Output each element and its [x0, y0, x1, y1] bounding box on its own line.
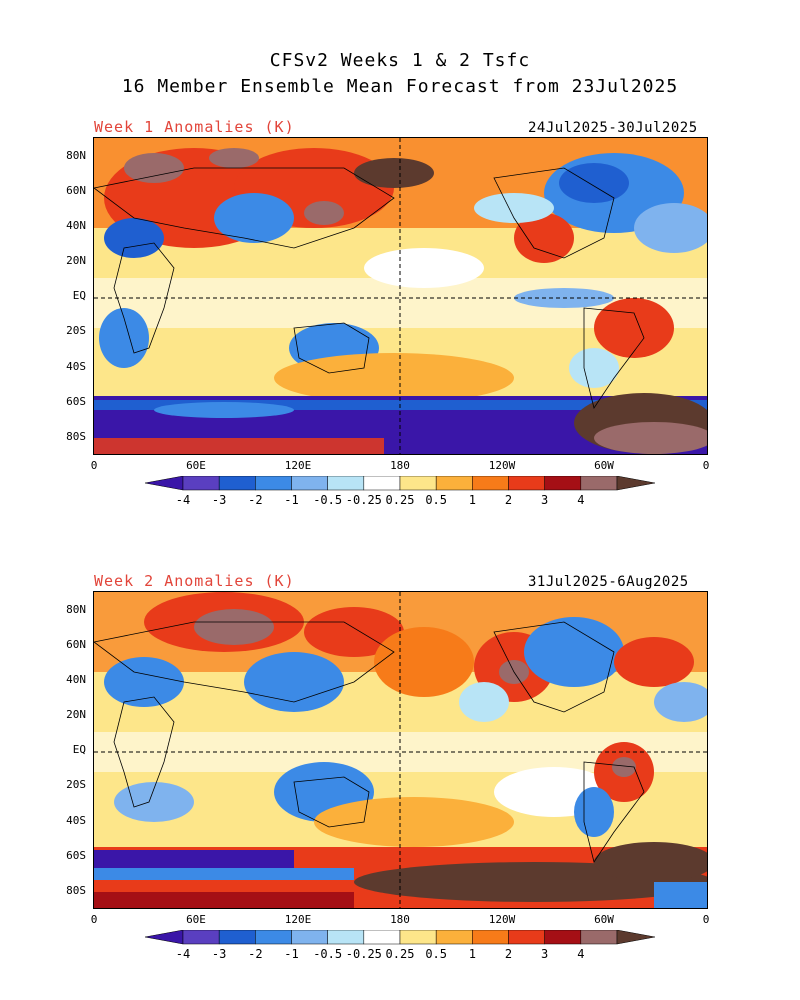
lon-label: 0: [90, 459, 98, 472]
lat-label: 60S: [66, 395, 86, 408]
colorbar-tick-label: -3: [211, 493, 227, 507]
lat-label: 60N: [66, 184, 86, 197]
lat-label: EQ: [72, 743, 86, 756]
lon-label: 0: [702, 913, 710, 926]
lon-label: 60W: [594, 913, 614, 926]
lon-label: 60W: [594, 459, 614, 472]
colorbar-tick-label: 0.25: [385, 493, 415, 507]
lon-label: 60E: [186, 459, 206, 472]
lon-label: 60E: [186, 913, 206, 926]
lat-label: 40N: [66, 673, 86, 686]
lat-label: 20S: [66, 778, 86, 791]
anomaly-map: [93, 591, 708, 909]
lat-label: 80S: [66, 884, 86, 897]
colorbar-swatch: [580, 929, 618, 945]
lat-label: 40S: [66, 360, 86, 373]
colorbar-swatch: [435, 929, 473, 945]
colorbar-swatch: [363, 929, 401, 945]
lon-label: 0: [702, 459, 710, 472]
colorbar-tick-label: 0.25: [385, 947, 415, 961]
colorbar-tick-label: -0.25: [345, 947, 382, 961]
lon-label: 120W: [488, 459, 516, 472]
colorbar-swatch: [544, 929, 582, 945]
panel-dates: 31Jul2025-6Aug2025: [528, 574, 689, 590]
colorbar-tick-label: -4: [175, 947, 191, 961]
anomaly-map: [93, 137, 708, 455]
colorbar-tick-label: -3: [211, 947, 227, 961]
colorbar-tick-label: -0.5: [313, 947, 343, 961]
lon-label: 120W: [488, 913, 516, 926]
colorbar-tick-label: 1: [468, 493, 476, 507]
colorbar-swatch: [399, 929, 437, 945]
colorbar-tick-label: 2: [504, 493, 513, 507]
colorbar-tick-label: -1: [284, 947, 299, 961]
lat-label: 80S: [66, 430, 86, 443]
colorbar-swatch: [255, 929, 292, 945]
panel-week-1: Week 1 Anomalies (K) 24Jul2025-30Jul2025: [0, 0, 800, 507]
colorbar-swatch: [616, 475, 656, 491]
colorbar-tick-label: 0.5: [425, 493, 447, 507]
colorbar-swatches: [144, 929, 656, 945]
lon-label: 180: [390, 913, 410, 926]
colorbar-tick-label: -1: [284, 493, 299, 507]
colorbar-swatch: [472, 929, 509, 945]
colorbar-tick-label: -2: [248, 493, 263, 507]
lat-label: EQ: [72, 289, 86, 302]
colorbar-tick-label: 4: [577, 947, 585, 961]
anomaly-map-svg: [94, 592, 707, 908]
lat-label: 40N: [66, 219, 86, 232]
colorbar-tick-label: 2: [504, 947, 513, 961]
panel-title: Week 1 Anomalies (K): [94, 118, 295, 136]
title-line-1: CFSv2 Weeks 1 & 2 Tsfc: [269, 50, 531, 71]
colorbar-swatch: [291, 929, 328, 945]
panel-dates: 24Jul2025-30Jul2025: [528, 120, 698, 136]
colorbar-tick-label: -2: [248, 947, 263, 961]
panel-week-2: Week 2 Anomalies (K) 31Jul2025-6Aug2025: [0, 454, 800, 961]
lat-label: 80N: [66, 149, 86, 162]
colorbar-swatch: [327, 929, 365, 945]
colorbar-swatch: [218, 929, 256, 945]
colorbar-swatch: [144, 929, 184, 945]
colorbar-tick-label: 3: [541, 947, 549, 961]
colorbar-tick-label: -0.25: [345, 493, 382, 507]
lon-label: 120E: [284, 459, 312, 472]
colorbar-tick-label: 1: [468, 947, 476, 961]
panel-title: Week 2 Anomalies (K): [94, 572, 295, 590]
colorbar-swatch: [182, 929, 220, 945]
lat-label: 20S: [66, 324, 86, 337]
anomaly-map-svg: [94, 138, 707, 454]
lat-label: 20N: [66, 254, 86, 267]
colorbar-tick-label: -4: [175, 493, 191, 507]
lat-label: 80N: [66, 603, 86, 616]
colorbar-tick-label: -0.5: [313, 493, 343, 507]
colorbar-swatches: [144, 475, 656, 491]
colorbar-tick-label: 4: [577, 493, 585, 507]
lat-label: 60S: [66, 849, 86, 862]
lat-label: 60N: [66, 638, 86, 651]
lat-label: 40S: [66, 814, 86, 827]
title-line-2: 16 Member Ensemble Mean Forecast from 23…: [121, 76, 679, 97]
colorbar-tick-label: 0.5: [425, 947, 447, 961]
lon-label: 120E: [284, 913, 312, 926]
lon-label: 180: [390, 459, 410, 472]
lon-label: 0: [90, 913, 98, 926]
colorbar: -4 -3 -2 -1 -0.5 -0.25 0.25 0.5 1 2 3 4: [0, 929, 800, 970]
colorbar-swatch: [508, 929, 545, 945]
colorbar: -4 -3 -2 -1 -0.5 -0.25 0.25 0.5 1 2 3 4: [0, 475, 800, 516]
colorbar-swatch: [616, 929, 656, 945]
lat-label: 20N: [66, 708, 86, 721]
colorbar-tick-label: 3: [541, 493, 549, 507]
